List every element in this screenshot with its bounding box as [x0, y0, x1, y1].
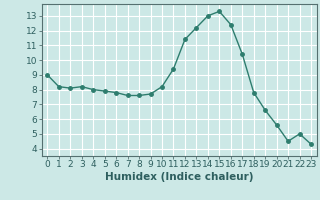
X-axis label: Humidex (Indice chaleur): Humidex (Indice chaleur): [105, 172, 253, 182]
